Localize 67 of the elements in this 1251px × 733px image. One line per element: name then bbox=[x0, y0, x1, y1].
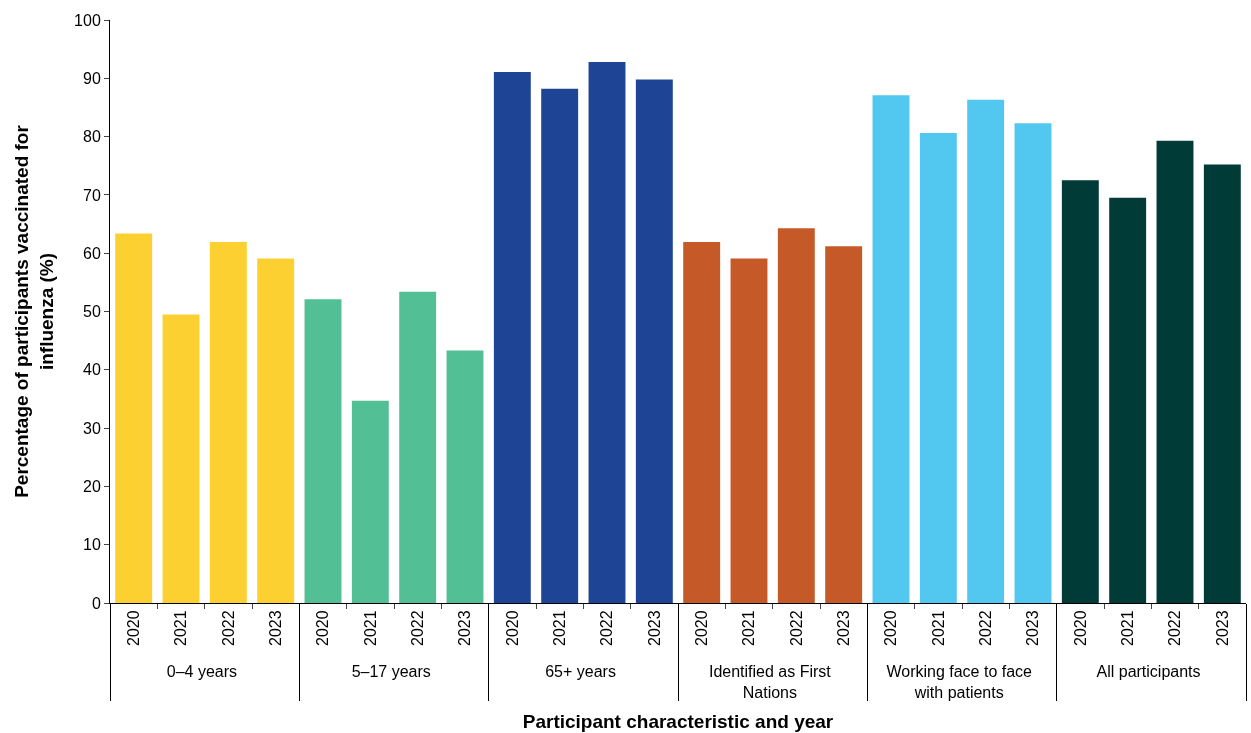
y-tick-label: 20 bbox=[83, 478, 101, 495]
x-tick-label: 2022 bbox=[787, 610, 805, 646]
text: Identified as First Nations bbox=[708, 662, 832, 701]
bar bbox=[730, 258, 768, 603]
bar bbox=[399, 291, 437, 603]
x-axis-title: Participant characteristic and year bbox=[522, 711, 834, 733]
y-tick-label: 90 bbox=[83, 69, 101, 87]
bar bbox=[115, 233, 153, 603]
text: Working face to face with patients bbox=[886, 662, 1033, 701]
x-tick-label: 2021 bbox=[929, 610, 947, 646]
bar bbox=[1156, 140, 1194, 603]
x-tick-label: 2021 bbox=[740, 610, 758, 646]
bar bbox=[1014, 123, 1052, 603]
x-tick-label: 2021 bbox=[361, 610, 379, 646]
x-tick-label: 2022 bbox=[219, 610, 237, 646]
x-tick-label: 2021 bbox=[1118, 610, 1136, 646]
text: 5–17 years bbox=[351, 662, 431, 680]
x-tick-label: 2022 bbox=[976, 610, 994, 646]
bar bbox=[162, 314, 200, 603]
text: 0–4 years bbox=[166, 662, 237, 680]
x-tick-label: 2023 bbox=[834, 610, 852, 646]
x-tick-label: 2023 bbox=[266, 610, 284, 646]
x-tick-label: 2022 bbox=[1166, 610, 1184, 646]
x-tick-label: 2021 bbox=[172, 610, 190, 646]
y-tick-label: 30 bbox=[83, 419, 101, 437]
x-tick-label: 2020 bbox=[1071, 610, 1089, 646]
y-tick-label: 40 bbox=[83, 361, 101, 379]
bar bbox=[1109, 197, 1147, 603]
x-tick-label: 2020 bbox=[503, 610, 521, 646]
bar bbox=[825, 246, 863, 603]
x-tick-label: 2022 bbox=[408, 610, 426, 646]
x-tick-label: 2020 bbox=[692, 610, 710, 646]
x-tick-label: 2022 bbox=[598, 610, 616, 646]
bar bbox=[304, 299, 342, 603]
bar bbox=[351, 400, 389, 603]
bar bbox=[257, 258, 295, 603]
bar bbox=[967, 99, 1005, 603]
y-tick-label: 60 bbox=[83, 244, 101, 262]
y-tick-label: 50 bbox=[83, 303, 101, 321]
bar bbox=[493, 71, 531, 603]
x-tick-label: 2023 bbox=[1024, 610, 1042, 646]
x-tick-label: 2023 bbox=[1213, 610, 1231, 646]
bar bbox=[446, 350, 484, 603]
text: 65+ years bbox=[545, 662, 616, 680]
x-tick-label: 2020 bbox=[124, 610, 142, 646]
bar bbox=[1203, 164, 1241, 603]
y-tick-label: 10 bbox=[83, 536, 101, 554]
x-tick-label: 2020 bbox=[314, 610, 332, 646]
x-tick-label: 2021 bbox=[550, 610, 568, 646]
x-tick-label: 2020 bbox=[882, 610, 900, 646]
bar bbox=[541, 88, 579, 603]
bar bbox=[872, 95, 910, 603]
y-axis-title: Percentage of participants vaccinated for influenza (%) bbox=[11, 124, 57, 498]
bar bbox=[919, 133, 957, 603]
bar bbox=[588, 61, 626, 603]
y-tick-label: 80 bbox=[83, 128, 101, 146]
y-tick-label: 0 bbox=[91, 594, 101, 612]
x-tick-label: 2023 bbox=[456, 610, 474, 646]
bar bbox=[777, 228, 815, 603]
bar bbox=[635, 79, 673, 603]
bar bbox=[683, 242, 721, 603]
text: All participants bbox=[1096, 662, 1201, 680]
bar bbox=[1061, 180, 1099, 603]
x-tick-label: 2023 bbox=[645, 610, 663, 646]
bar bbox=[209, 242, 247, 603]
y-tick-label: 100 bbox=[74, 11, 101, 29]
y-tick-label: 70 bbox=[83, 186, 101, 204]
